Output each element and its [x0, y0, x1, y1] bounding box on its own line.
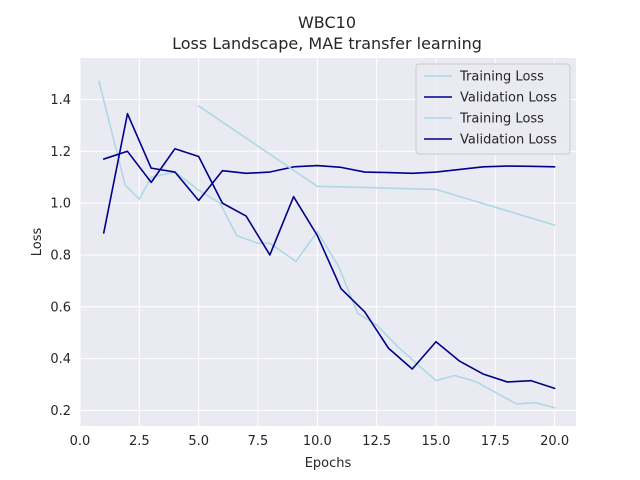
chart-title: WBC10 — [298, 13, 356, 32]
legend: Training Loss Validation Loss Training Los… — [415, 63, 571, 155]
legend-label: Training Loss — [459, 112, 544, 127]
x-tick-label: 12.5 — [362, 434, 391, 449]
x-tick-labels: 0.0 2.5 5.0 7.5 10.0 12.5 15.0 17.5 20.0 — [70, 434, 569, 449]
x-tick-label: 20.0 — [540, 434, 569, 449]
y-tick-label: 1.2 — [50, 145, 71, 160]
series-lines — [98, 80, 556, 409]
y-tick-labels: 0.2 0.4 0.6 0.8 1.0 1.2 1.4 — [50, 93, 71, 419]
legend-label: Validation Loss — [460, 91, 557, 106]
legend-label: Training Loss — [459, 70, 544, 85]
x-tick-label: 17.5 — [481, 434, 510, 449]
x-tick-label: 2.5 — [129, 434, 150, 449]
y-tick-label: 1.0 — [50, 197, 71, 212]
series-line-3 — [197, 105, 556, 226]
x-tick-label: 15.0 — [422, 434, 451, 449]
x-tick-label: 0.0 — [70, 434, 91, 449]
x-tick-label: 5.0 — [188, 434, 209, 449]
x-axis-label: Epochs — [305, 456, 352, 471]
legend-box — [415, 63, 571, 155]
series-line-1 — [98, 80, 556, 409]
y-tick-label: 0.6 — [50, 300, 71, 315]
y-tick-label: 1.4 — [50, 93, 71, 108]
y-tick-label: 0.2 — [50, 404, 71, 419]
x-tick-label: 10.0 — [303, 434, 332, 449]
legend-label: Validation Loss — [460, 133, 557, 148]
y-tick-label: 0.8 — [50, 248, 71, 263]
chart-subtitle: Loss Landscape, MAE transfer learning — [172, 34, 482, 53]
series-line-2 — [102, 112, 556, 234]
series-line-4 — [102, 147, 556, 390]
x-tick-label: 7.5 — [248, 434, 269, 449]
y-axis-label: Loss — [30, 228, 45, 257]
y-tick-label: 0.4 — [50, 352, 71, 367]
